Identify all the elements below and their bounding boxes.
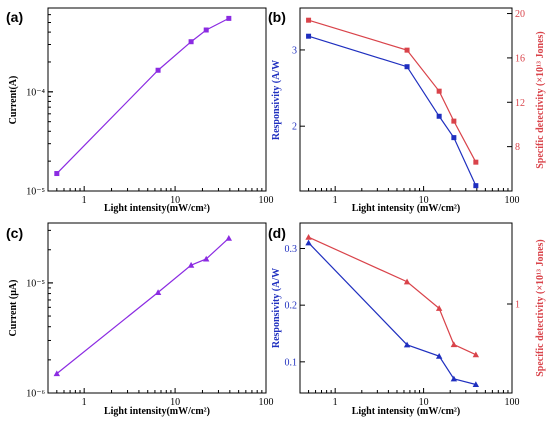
panel-a-ylabel: Current(A) — [8, 76, 19, 125]
panel-d-y-tick-label: 0.2 — [285, 301, 298, 312]
panel-b-y-tick-label: 2 — [292, 122, 297, 133]
panel-d-x-tick-label: 1 — [333, 397, 338, 408]
panel-b-series-1-point — [451, 135, 456, 140]
panel-a-y-tick-label: 10⁻⁴ — [26, 87, 45, 98]
panel-a-series-1-point — [204, 28, 209, 33]
panel-b-letter: (b) — [268, 9, 286, 25]
panel-b-ylabel: Responsivity (A/W — [271, 60, 282, 140]
panel-d-y2label: Specific detectivity (×10¹³ Jones) — [535, 239, 546, 377]
panel-c-x-tick-label: 100 — [259, 397, 274, 408]
panel-c-x-tick-label: 10 — [170, 397, 180, 408]
panel-d-y2-tick-label: 1 — [515, 300, 520, 311]
panel-b-frame — [300, 8, 512, 191]
panel-b-series-2-point — [437, 89, 442, 94]
panel-b-series-2-point — [405, 48, 410, 53]
panel-d-x-tick-label: 10 — [419, 397, 429, 408]
panel-b-series-2-point — [306, 18, 311, 23]
panel-d-series-2-point — [305, 234, 311, 240]
panel-a-series-1-point — [226, 16, 231, 21]
panel-b-x-tick-label: 1 — [333, 195, 338, 206]
panel-a-letter: (a) — [6, 9, 23, 25]
panel-c-frame — [48, 223, 266, 393]
panel-a-series-1-line — [57, 18, 229, 173]
panel-b: (b) Light intensity (mW/cm²) Responsivit… — [268, 8, 546, 214]
panel-b-series-2-point — [451, 119, 456, 124]
panel-b-xlabel: Light intensity (mW/cm²) — [352, 203, 461, 214]
panel-b-series-2-point — [473, 160, 478, 165]
panel-b-series-1-point — [437, 114, 442, 119]
panel-a-xlabel: Light intensity(mW/cm²) — [104, 203, 210, 214]
panel-d-series-2-point — [473, 351, 479, 357]
panel-c-xlabel: Light intensity(mW/cm²) — [104, 406, 210, 417]
panel-a-series-1-point — [54, 171, 59, 176]
panel-d-series-1-point — [451, 376, 457, 382]
panel-d-xlabel: Light intensity (mW/cm²) — [352, 406, 461, 417]
panel-d-frame — [300, 223, 512, 393]
panel-d-y-tick-label: 0.3 — [285, 244, 298, 255]
panel-d-series-2-point — [404, 279, 410, 285]
panel-b-y2label: Specific detectivity (×10¹³ Jones) — [535, 31, 546, 169]
panel-b-y2-tick-label: 16 — [515, 53, 525, 64]
panel-a-x-tick-label: 10 — [170, 195, 180, 206]
panel-d-letter: (d) — [268, 225, 286, 241]
panel-a: (a) Light intensity(mW/cm²) Current(A) 1… — [6, 8, 274, 214]
panel-b-x-tick-label: 100 — [505, 195, 520, 206]
panel-b-y2-tick-label: 20 — [515, 9, 525, 20]
panel-a-series-1-point — [189, 39, 194, 44]
panel-b-series-1-point — [405, 64, 410, 69]
panel-a-x-tick-label: 1 — [82, 195, 87, 206]
panel-d: (d) Light intensity (mW/cm²) Responsivit… — [268, 223, 546, 417]
panel-a-frame — [48, 8, 266, 191]
panel-c-x-tick-label: 1 — [82, 397, 87, 408]
panel-b-series-2-line — [309, 20, 476, 162]
panel-d-series-2-line — [309, 237, 476, 355]
panel-b-series-1-line — [309, 36, 476, 185]
panel-a-series-1-point — [156, 68, 161, 73]
panel-a-y-tick-label: 10⁻⁵ — [26, 187, 45, 198]
panel-d-series-1-line — [309, 243, 476, 385]
panel-c-series-1-point — [226, 235, 232, 241]
panel-c-y-tick-label: 10⁻⁶ — [26, 389, 45, 400]
panel-d-y-tick-label: 0.1 — [285, 357, 298, 368]
panel-c-series-1-line — [57, 238, 229, 373]
panel-b-y2-tick-label: 12 — [515, 98, 525, 109]
panel-d-x-tick-label: 100 — [505, 397, 520, 408]
panel-b-y-tick-label: 3 — [292, 45, 297, 56]
panel-b-y2-tick-label: 8 — [515, 142, 520, 153]
panel-c: (c) Light intensity(mW/cm²) Current (μA)… — [6, 223, 274, 417]
panel-b-series-1-point — [306, 34, 311, 39]
panel-b-x-tick-label: 10 — [419, 195, 429, 206]
panel-d-series-2-point — [451, 341, 457, 347]
panel-b-series-1-point — [473, 183, 478, 188]
panel-d-series-1-point — [305, 240, 311, 246]
panel-c-letter: (c) — [6, 225, 23, 241]
panel-c-y-tick-label: 10⁻⁵ — [26, 278, 45, 289]
panel-d-ylabel: Responsivity (A/W — [271, 268, 282, 348]
panel-c-ylabel: Current (μA) — [8, 280, 19, 337]
panel-a-x-tick-label: 100 — [259, 195, 274, 206]
